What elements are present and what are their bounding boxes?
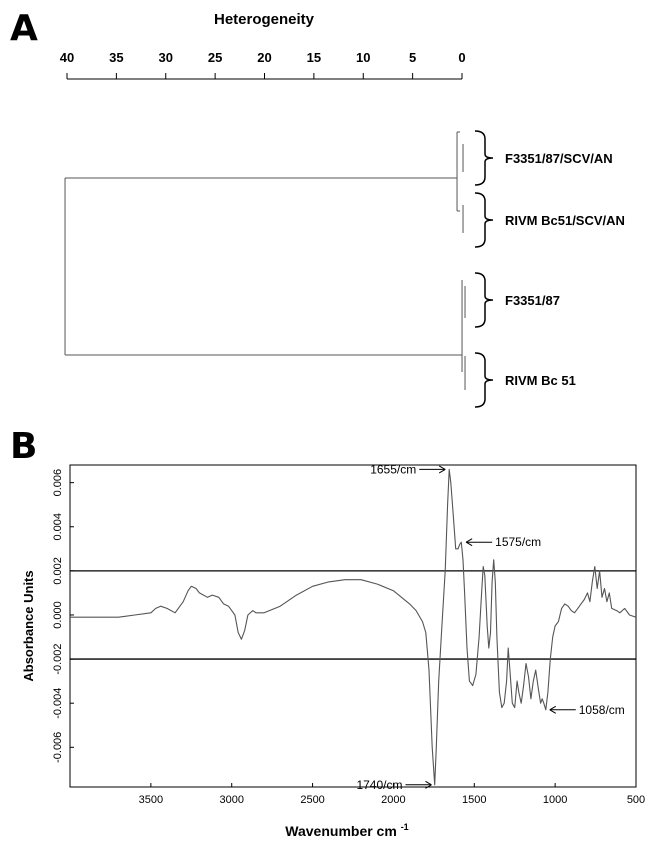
peak-annotation-label: 1740/cm bbox=[356, 778, 402, 792]
dendrogram-leaf-label: RIVM Bc 51 bbox=[505, 373, 576, 388]
dendrogram-tick-label: 35 bbox=[109, 50, 123, 65]
panel-b-letter: B bbox=[10, 426, 37, 467]
peak-annotation-label: 1575/cm bbox=[495, 535, 541, 549]
x-axis-label-sup: -1 bbox=[401, 822, 409, 832]
y-tick-label: 0.000 bbox=[52, 601, 64, 629]
y-tick-label: 0.002 bbox=[52, 557, 64, 585]
peak-annotation-label: 1058/cm bbox=[579, 703, 625, 717]
dendrogram-tick-label: 40 bbox=[60, 50, 74, 65]
y-tick-label: -0.002 bbox=[52, 643, 64, 674]
dendrogram-tick-label: 20 bbox=[257, 50, 271, 65]
dendrogram-leaf-label: F3351/87 bbox=[505, 293, 560, 308]
dendrogram-leaf-label: F3351/87/SCV/AN bbox=[505, 151, 613, 166]
leaf-bracket bbox=[474, 130, 494, 186]
dendrogram-axis-title: Heterogeneity bbox=[214, 11, 315, 28]
peak-annotation-arrowhead bbox=[438, 465, 446, 474]
peak-annotation-arrowhead bbox=[549, 705, 557, 714]
leaf-bracket bbox=[474, 192, 494, 248]
dendrogram-tick-label: 30 bbox=[159, 50, 173, 65]
y-tick-label: -0.006 bbox=[52, 732, 64, 763]
x-tick-label: 500 bbox=[627, 794, 645, 806]
peak-annotation-label: 1655/cm bbox=[370, 462, 416, 476]
x-axis-label: Wavenumber cm -1 bbox=[285, 822, 408, 839]
dendrogram-tick-label: 10 bbox=[356, 50, 370, 65]
leaf-bracket bbox=[474, 272, 494, 328]
y-tick-label: 0.006 bbox=[52, 469, 64, 497]
y-axis-label: Absorbance Units bbox=[21, 570, 36, 681]
dendrogram-tick-label: 5 bbox=[409, 50, 416, 65]
dendrogram-cluster-bottom-links bbox=[461, 280, 466, 390]
y-tick-label: 0.004 bbox=[52, 513, 64, 541]
dendrogram-tick-label: 0 bbox=[458, 50, 465, 65]
y-tick-label: -0.004 bbox=[52, 688, 64, 719]
x-tick-label: 2000 bbox=[381, 794, 405, 806]
x-tick-label: 3000 bbox=[219, 794, 243, 806]
spectrum-panel: 3500 3000 2500 2000 1500 1000 500 0.006 0.004 0.0… bbox=[21, 462, 645, 839]
plot-frame bbox=[69, 464, 637, 788]
dendrogram-tick-label: 25 bbox=[208, 50, 222, 65]
x-tick-label: 2500 bbox=[300, 794, 324, 806]
panel-a-letter: A bbox=[10, 8, 38, 49]
dendrogram-cluster-top-links bbox=[456, 131, 464, 233]
x-axis-label-text: Wavenumber cm bbox=[285, 823, 400, 839]
x-tick-label: 1500 bbox=[462, 794, 486, 806]
dendrogram-panel: Heterogeneity 40 35 30 25 20 15 10 5 0 F3351/87/SC… bbox=[60, 11, 625, 408]
x-tick-label: 3500 bbox=[139, 794, 163, 806]
peak-annotation-arrowhead bbox=[425, 780, 432, 789]
dendrogram-leaf-label: RIVM Bc51/SCV/AN bbox=[505, 213, 625, 228]
dendrogram-tick-label: 15 bbox=[307, 50, 321, 65]
spectrum-series-line bbox=[70, 468, 637, 786]
peak-annotation-arrowhead bbox=[465, 538, 473, 547]
leaf-bracket bbox=[474, 352, 494, 408]
x-tick-label: 1000 bbox=[543, 794, 567, 806]
